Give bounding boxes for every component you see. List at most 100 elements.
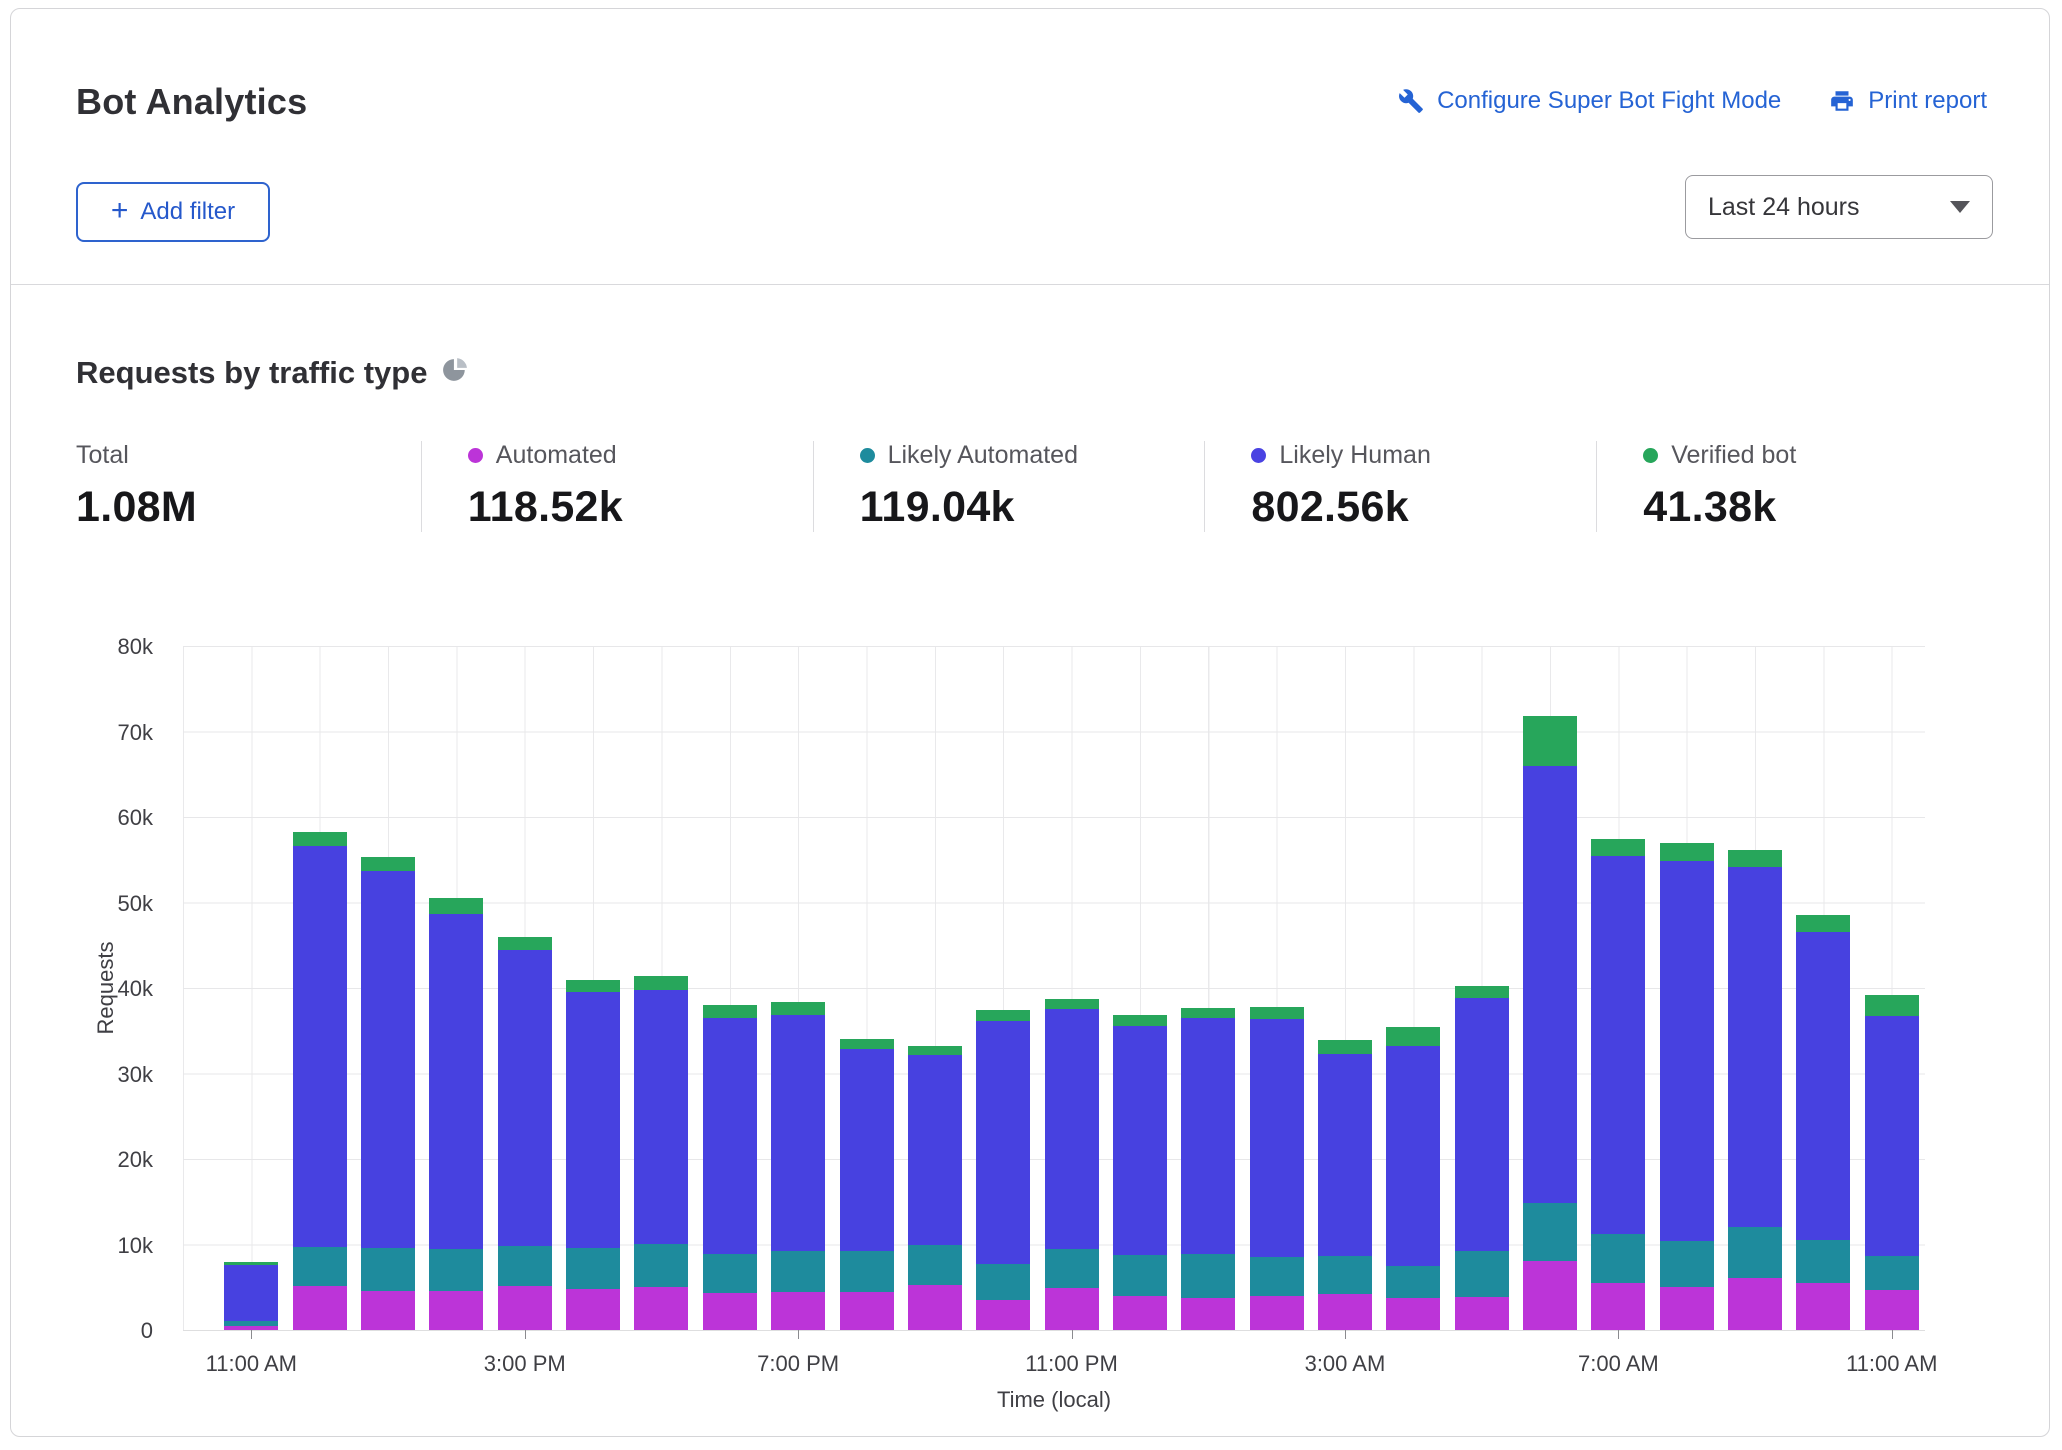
x-tick-label-11-00-pm-12: 11:00 PM — [987, 1351, 1157, 1377]
bar-17-4-00-am[interactable] — [1386, 1027, 1440, 1330]
segment-verified-bot — [1318, 1040, 1372, 1054]
segment-verified-bot — [1660, 843, 1714, 861]
bar-11-10-00-pm[interactable] — [976, 1010, 1030, 1330]
bar-20-7-00-am[interactable] — [1591, 839, 1645, 1330]
bar-16-3-00-am[interactable] — [1318, 1040, 1372, 1330]
segment-verified-bot — [634, 976, 688, 990]
segment-automated — [429, 1291, 483, 1330]
segment-automated — [976, 1300, 1030, 1330]
bar-6-5-00-pm[interactable] — [634, 976, 688, 1330]
segment-likely-automated — [908, 1245, 962, 1284]
segment-likely-human — [293, 846, 347, 1247]
segment-likely-automated — [498, 1246, 552, 1286]
bar-21-8-00-am[interactable] — [1660, 843, 1714, 1330]
segment-likely-automated — [1796, 1240, 1850, 1283]
segment-likely-human — [1796, 932, 1850, 1240]
y-tick-label-70k: 70k — [41, 720, 153, 746]
bar-9-8-00-pm[interactable] — [840, 1039, 894, 1330]
x-tick-label-7-00-am-20: 7:00 AM — [1533, 1351, 1703, 1377]
bar-15-2-00-am[interactable] — [1250, 1007, 1304, 1330]
segment-likely-automated — [1181, 1254, 1235, 1298]
segment-likely-human — [1865, 1016, 1919, 1256]
segment-automated — [771, 1292, 825, 1331]
bar-23-10-00-am[interactable] — [1796, 915, 1850, 1330]
segment-likely-human — [1591, 856, 1645, 1235]
segment-verified-bot — [840, 1039, 894, 1048]
segment-likely-human — [498, 950, 552, 1247]
stat-label-row: Automated — [468, 441, 813, 470]
segment-likely-human — [1386, 1046, 1440, 1266]
segment-likely-automated — [429, 1249, 483, 1291]
segment-likely-automated — [1045, 1249, 1099, 1288]
x-tick-label-3-00-am-16: 3:00 AM — [1260, 1351, 1430, 1377]
add-filter-label: Add filter — [140, 198, 235, 226]
bar-10-9-00-pm[interactable] — [908, 1046, 962, 1330]
stat-likely-human: Likely Human802.56k — [1204, 441, 1596, 532]
legend-dot-verified-bot — [1643, 448, 1658, 463]
x-tick-label-3-00-pm-4: 3:00 PM — [440, 1351, 610, 1377]
bar-2-1-00-pm[interactable] — [361, 857, 415, 1330]
x-axis-tick — [1072, 1330, 1073, 1339]
segment-likely-automated — [1386, 1266, 1440, 1298]
segment-verified-bot — [1386, 1027, 1440, 1046]
x-axis-tick — [1892, 1330, 1893, 1339]
segment-likely-automated — [634, 1244, 688, 1287]
segment-verified-bot — [1181, 1008, 1235, 1018]
stat-verified-bot: Verified bot41.38k — [1596, 441, 1988, 532]
segment-likely-automated — [1865, 1256, 1919, 1290]
segment-automated — [1865, 1290, 1919, 1330]
segment-verified-bot — [976, 1010, 1030, 1020]
bar-8-7-00-pm[interactable] — [771, 1002, 825, 1330]
legend-dot-likely-automated — [860, 448, 875, 463]
bar-3-2-00-pm[interactable] — [429, 898, 483, 1330]
header-actions: Configure Super Bot Fight Mode Print rep… — [1398, 87, 1987, 115]
segment-verified-bot — [1113, 1015, 1167, 1025]
stat-value: 118.52k — [468, 483, 813, 532]
bar-19-6-00-am[interactable] — [1523, 716, 1577, 1330]
bar-0-11-00-am[interactable] — [224, 1262, 278, 1330]
bar-4-3-00-pm[interactable] — [498, 937, 552, 1330]
bar-1-12-00-pm[interactable] — [293, 832, 347, 1330]
segment-likely-automated — [840, 1251, 894, 1292]
configure-super-bot-fight-mode-link[interactable]: Configure Super Bot Fight Mode — [1398, 87, 1781, 115]
segment-automated — [634, 1287, 688, 1330]
print-report-link[interactable]: Print report — [1829, 87, 1987, 115]
bar-14-1-00-am[interactable] — [1181, 1008, 1235, 1330]
segment-likely-automated — [1591, 1234, 1645, 1283]
bar-22-9-00-am[interactable] — [1728, 850, 1782, 1330]
pie-chart-icon — [442, 355, 468, 391]
stat-label: Likely Human — [1279, 441, 1430, 470]
segment-verified-bot — [1796, 915, 1850, 932]
segment-verified-bot — [1591, 839, 1645, 855]
bot-analytics-card: Bot Analytics Configure Super Bot Fight … — [10, 8, 2050, 1437]
segment-likely-automated — [1523, 1203, 1577, 1261]
segment-likely-human — [703, 1018, 757, 1254]
segment-likely-human — [429, 914, 483, 1249]
time-range-dropdown[interactable]: Last 24 hours — [1685, 175, 1993, 239]
segment-automated — [1113, 1296, 1167, 1330]
add-filter-button[interactable]: + Add filter — [76, 182, 270, 242]
segment-likely-human — [1250, 1019, 1304, 1258]
segment-likely-human — [224, 1265, 278, 1321]
stats-row: Total1.08MAutomated118.52kLikely Automat… — [76, 441, 1988, 532]
segment-likely-automated — [1660, 1241, 1714, 1287]
segment-likely-human — [1660, 861, 1714, 1242]
header-divider — [11, 284, 2049, 285]
stat-label-row: Likely Automated — [860, 441, 1205, 470]
bar-12-11-00-pm[interactable] — [1045, 999, 1099, 1330]
bar-5-4-00-pm[interactable] — [566, 980, 620, 1330]
bar-13-12-00-am[interactable] — [1113, 1015, 1167, 1330]
stat-label: Verified bot — [1671, 441, 1796, 470]
y-tick-label-40k: 40k — [41, 976, 153, 1002]
page-title: Bot Analytics — [76, 81, 307, 123]
bar-24-11-00-am[interactable] — [1865, 995, 1919, 1330]
segment-likely-automated — [293, 1247, 347, 1286]
stat-automated: Automated 118.52k — [421, 441, 813, 532]
segment-verified-bot — [1250, 1007, 1304, 1019]
x-axis-title: Time (local) — [904, 1387, 1204, 1413]
y-tick-label-30k: 30k — [41, 1062, 153, 1088]
bar-18-5-00-am[interactable] — [1455, 986, 1509, 1330]
segment-likely-human — [1523, 766, 1577, 1203]
bar-7-6-00-pm[interactable] — [703, 1005, 757, 1330]
segment-verified-bot — [1523, 716, 1577, 766]
